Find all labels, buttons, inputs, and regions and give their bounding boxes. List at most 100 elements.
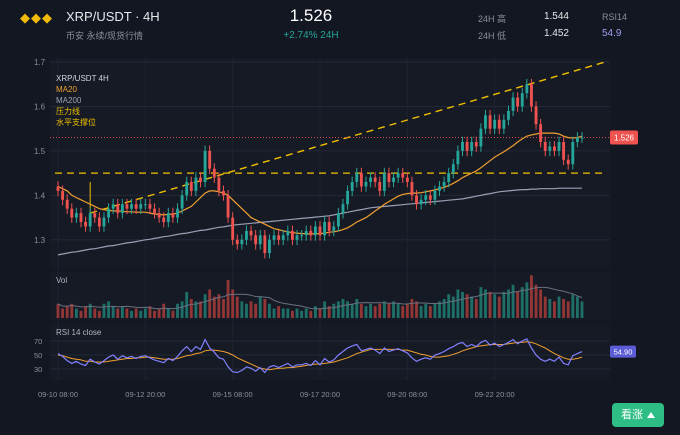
volume-bar (84, 306, 88, 318)
candle-body (373, 177, 377, 182)
candle-body (497, 119, 501, 129)
candle-body (258, 235, 262, 245)
candle-body (580, 137, 584, 139)
volume-bar (277, 306, 281, 318)
candle-body (157, 213, 161, 218)
volume-bar (497, 296, 501, 318)
candle-body (415, 195, 418, 205)
rsi-header-label: RSI14 (602, 12, 628, 22)
candle-body (231, 217, 235, 240)
candle-body (396, 173, 400, 178)
volume-bar (571, 294, 575, 318)
candle-body (130, 204, 133, 209)
volume-bar (543, 296, 547, 318)
candle-body (465, 142, 469, 151)
high-label: 24H 高 (478, 14, 507, 24)
volume-bar (566, 301, 570, 318)
candle-body (378, 182, 382, 191)
candle-body (235, 239, 239, 245)
volume-bar (304, 308, 308, 318)
candle-body (369, 177, 372, 182)
candle-body (525, 84, 529, 94)
candle-body (116, 204, 120, 214)
candle-body (355, 173, 359, 182)
volume-bar (143, 308, 147, 318)
volume-bar (520, 287, 524, 318)
volume-bar (336, 301, 340, 318)
volume-bar (70, 303, 74, 318)
volume-bar (341, 299, 345, 318)
volume-bar (171, 310, 175, 318)
volume-bar (318, 308, 322, 318)
volume-bar (470, 296, 474, 318)
volume-bar (125, 308, 129, 318)
volume-bar (410, 299, 414, 318)
volume-bar (350, 303, 354, 318)
volume-bar (120, 306, 124, 318)
candle-body (571, 142, 575, 165)
candle-body (562, 142, 566, 160)
bullish-button[interactable]: 看涨 (612, 403, 664, 427)
volume-bar (451, 296, 455, 318)
candle-body (419, 199, 423, 205)
volume-bar (447, 294, 451, 318)
volume-bar (295, 308, 299, 318)
volume-bar (525, 282, 529, 318)
volume-bar (148, 306, 152, 318)
candle-body (387, 173, 391, 182)
candle-body (74, 213, 78, 218)
candle-body (557, 142, 561, 151)
candle-body (516, 97, 520, 107)
volume-bar (65, 306, 69, 318)
x-tick-label: 09-12 20:00 (125, 390, 165, 399)
volume-bar (235, 296, 239, 318)
candle-body (171, 213, 175, 218)
candle-body (300, 235, 304, 237)
bullish-label: 看涨 (621, 409, 643, 421)
volume-bar (461, 291, 464, 318)
legend-title: XRP/USDT 4H (56, 74, 109, 83)
volume-bar (231, 289, 235, 318)
candle-body (382, 173, 386, 191)
rsi-badge-bg (610, 345, 636, 358)
volume-bar (153, 310, 156, 318)
volume-bar (364, 306, 368, 318)
volume-bar (249, 301, 253, 318)
volume-bar (111, 306, 115, 318)
volume-bar (56, 303, 60, 318)
volume-bar (176, 303, 179, 318)
candle-body (120, 204, 124, 214)
candle-body (189, 182, 193, 191)
volume-bar (199, 301, 202, 318)
candle-body (139, 204, 143, 209)
pair-title[interactable]: XRP/USDT · 4H (66, 9, 160, 24)
volume-bar (139, 310, 143, 318)
volume-bar (359, 303, 363, 318)
candle-body (433, 190, 437, 200)
candle-body (451, 164, 455, 174)
candle-body (520, 93, 524, 107)
candle-body (410, 182, 414, 196)
candle-body (102, 217, 106, 227)
candle-body (548, 146, 552, 151)
volume-bar (309, 310, 313, 318)
y-tick-label: 1.6 (34, 102, 46, 111)
volume-bar (548, 299, 552, 318)
volume-bar (107, 301, 110, 318)
candle-body (222, 190, 225, 196)
rsi-tick-label: 30 (34, 365, 42, 374)
legend-resistance: 压力线 (56, 107, 80, 116)
candle-body (70, 208, 74, 218)
candle-body (240, 239, 244, 245)
x-tick-label: 09-10 08:00 (38, 390, 78, 399)
exchange-logo-icon: ◆◆◆ (20, 10, 53, 25)
volume-bar (484, 289, 487, 318)
candle-body (543, 142, 547, 151)
candle-body (286, 230, 290, 236)
candle-body (245, 230, 248, 240)
volume-bar (313, 306, 317, 318)
candle-body (336, 213, 340, 227)
volume-bar (203, 294, 207, 318)
candle-body (511, 97, 515, 111)
